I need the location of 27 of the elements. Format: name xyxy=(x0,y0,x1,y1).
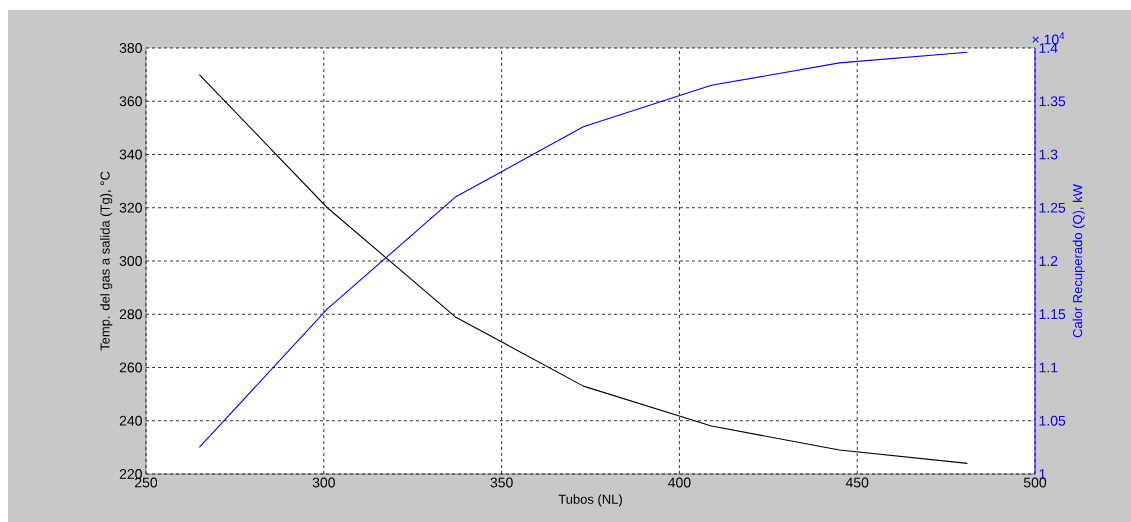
y2-tick-label: 1.15 xyxy=(1039,309,1066,320)
x-tick-label: 400 xyxy=(668,477,691,488)
y2-tick-label: 1.4 xyxy=(1039,43,1058,53)
y2-tick-label: 1.1 xyxy=(1039,362,1058,373)
y2-tick-label: 1.05 xyxy=(1039,415,1066,426)
y-tick-label: 260 xyxy=(119,362,142,373)
x-axis-title: Tubos (NL) xyxy=(558,494,622,507)
y2-tick-label: 1.2 xyxy=(1039,256,1058,266)
y2-tick-label: 1.25 xyxy=(1039,202,1066,213)
y-tick-label: 340 xyxy=(119,149,142,160)
x-tick-label: 500 xyxy=(1023,477,1047,488)
y-tick-label: 220 xyxy=(119,469,142,479)
y-tick-label: 380 xyxy=(119,43,142,53)
x-tick-label: 350 xyxy=(490,477,513,488)
x-tick-label: 250 xyxy=(135,477,158,488)
y-tick-label: 240 xyxy=(119,415,142,426)
x-tick-label: 450 xyxy=(845,477,869,488)
y-tick-label: 320 xyxy=(119,202,142,213)
y-tick-label: 280 xyxy=(119,309,142,320)
y2-axis-title: Calor Recuperado (Q), kW xyxy=(1072,184,1085,338)
y-tick-label: 360 xyxy=(119,96,142,107)
y-axis-title: Temp. del gas a salida (Tg), °C xyxy=(100,171,113,351)
y2-tick-label: 1.35 xyxy=(1039,96,1066,107)
x-tick-label: 300 xyxy=(312,477,335,488)
y2-tick-label: 1.3 xyxy=(1039,149,1058,160)
y-tick-label: 300 xyxy=(119,256,142,266)
y2-tick-label: 1 xyxy=(1039,469,1046,479)
